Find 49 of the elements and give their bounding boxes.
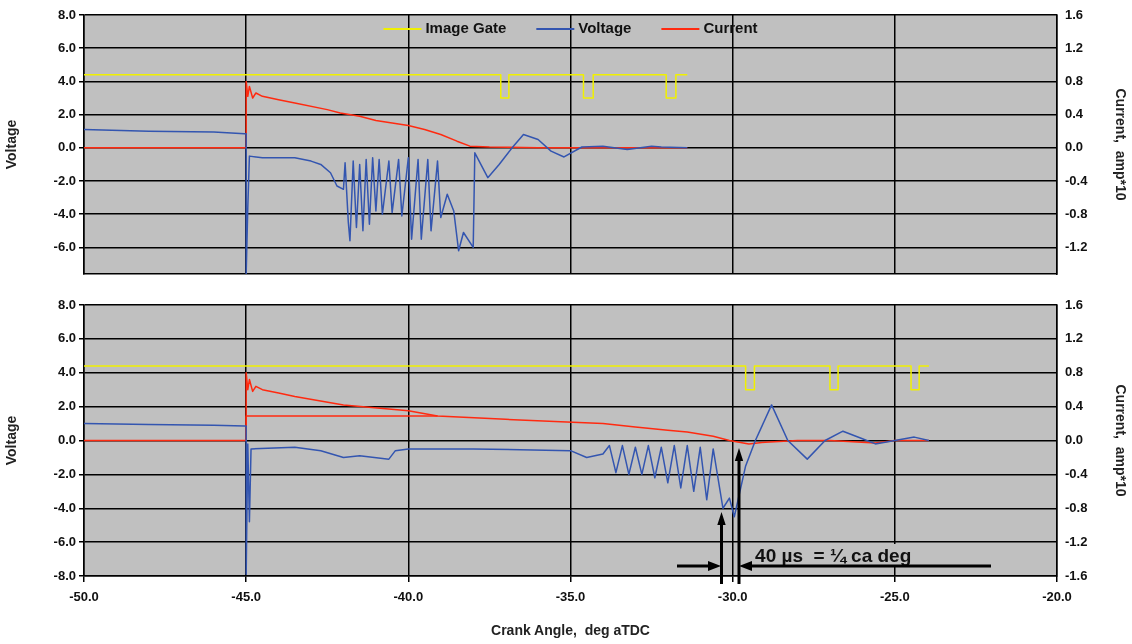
x-axis-title: Crank Angle, deg aTDC	[491, 622, 650, 639]
y-tick-label: 2.0	[57, 106, 76, 122]
y2-tick-label: 0.0	[1065, 432, 1084, 448]
x-tick-label: -50.0	[69, 589, 99, 605]
y-tick-label: -2.0	[53, 172, 76, 188]
y2-tick-label: -1.2	[1065, 533, 1088, 549]
x-tick-label: -20.0	[1042, 589, 1072, 605]
y-tick-label: 8.0	[57, 6, 76, 22]
y-tick-label: -4.0	[53, 205, 76, 221]
y2-tick-label: -1.2	[1065, 239, 1088, 255]
y-axis-title: Voltage	[3, 415, 20, 466]
y2-tick-label: -0.8	[1065, 205, 1088, 221]
y-tick-label: -2.0	[53, 465, 76, 481]
y-tick-label: -8.0	[53, 567, 76, 583]
x-tick-label: -35.0	[555, 589, 586, 605]
y-tick-label: 8.0	[57, 296, 76, 312]
y2-tick-label: 0.8	[1065, 72, 1084, 88]
y2-tick-label: 0.8	[1065, 364, 1084, 380]
x-tick-label: -25.0	[880, 589, 910, 605]
y-tick-label: 6.0	[57, 330, 76, 346]
y-tick-label: 0.0	[57, 432, 76, 448]
y2-tick-label: 1.6	[1065, 296, 1084, 312]
annotation: 40 µs = ¼ ca deg	[755, 545, 912, 567]
y2-tick-label: -1.6	[1065, 567, 1088, 583]
y2-tick-label: -0.4	[1065, 172, 1089, 188]
y-tick-label: -6.0	[53, 239, 76, 255]
x-tick-label: -40.0	[393, 589, 424, 605]
legend-label: Voltage	[578, 19, 632, 37]
y2-axis-title: Current, amp*10	[1112, 88, 1129, 201]
y2-tick-label: 1.2	[1065, 330, 1084, 346]
y-tick-label: 0.0	[57, 139, 76, 155]
legend-label: Image Gate	[425, 19, 507, 37]
x-tick-label: -30.0	[717, 589, 748, 605]
y2-tick-label: 0.4	[1065, 106, 1084, 122]
y-tick-label: -4.0	[53, 499, 76, 515]
y-axis-title: Voltage	[3, 119, 20, 170]
y2-axis-title: Current, amp*10	[1112, 384, 1129, 497]
y2-tick-label: 0.0	[1065, 139, 1084, 155]
x-tick-label: -45.0	[231, 589, 261, 605]
y2-tick-label: 0.4	[1065, 398, 1084, 414]
y-tick-label: -6.0	[53, 533, 76, 549]
y-tick-label: 4.0	[57, 364, 76, 380]
y-tick-label: 2.0	[57, 398, 76, 414]
y2-tick-label: -0.8	[1065, 499, 1088, 515]
y2-tick-label: 1.6	[1065, 6, 1084, 22]
y-tick-label: 6.0	[57, 39, 76, 55]
y2-tick-label: -0.4	[1065, 465, 1089, 481]
y-tick-label: 4.0	[57, 72, 76, 88]
y2-tick-label: 1.2	[1065, 39, 1084, 55]
